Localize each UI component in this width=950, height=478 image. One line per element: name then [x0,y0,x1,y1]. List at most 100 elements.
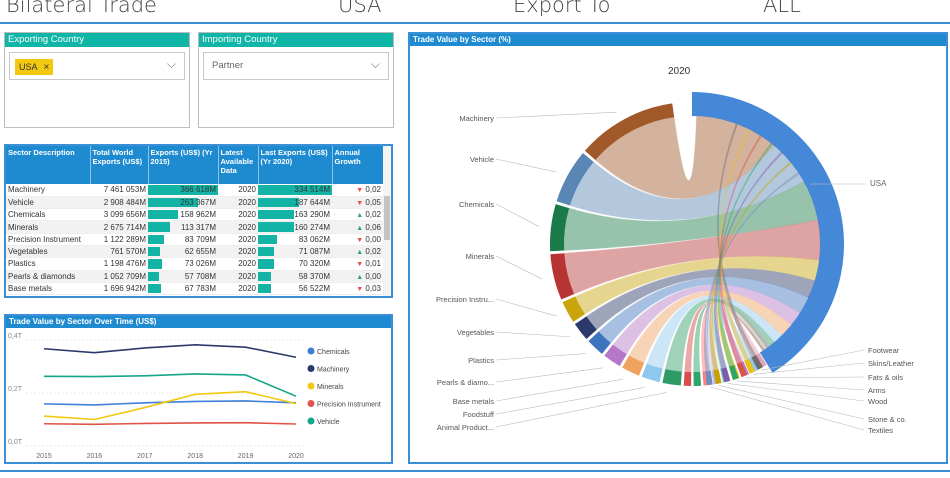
exports-2015-value: 366 618M [180,185,216,195]
chip-label: USA [19,62,38,72]
series-line-vehicle [43,373,297,397]
total-exports-cell: 1 696 942M [90,282,148,296]
sector-arc [550,204,570,252]
legend-label: Minerals [317,384,344,391]
column-header[interactable]: Sector Description [6,146,91,184]
sector-label-line [745,376,865,379]
last-exports-bar [258,222,294,232]
last-exports-value: 70 320M [298,259,330,269]
series-line-machinery [43,343,297,359]
latest-year-cell: 2020 [218,220,258,234]
sector-ribbon [574,255,820,315]
sector-ribbon [585,267,816,331]
report-title: Bilateral Trade [6,0,157,17]
sector-ribbon [664,298,775,373]
table-row[interactable]: Base metals 1 696 942M 67 783M 2020 56 522M ▼… [6,282,383,296]
sector-label-line [495,158,557,173]
arrow-down-icon: ▼ [356,261,364,269]
sector-ribbon [597,276,809,344]
sector-label-line [753,362,865,375]
sector-arc [662,369,682,386]
table-row[interactable]: Precision Instrument 1 122 289M 83 709M 202… [6,233,383,246]
sector-arc [751,354,763,370]
legend-marker [307,417,315,425]
table-row[interactable]: Vegetables 761 570M 62 655M 2020 71 087M ▲ 0,… [6,245,383,259]
last-exports-value: 334 514M [294,185,330,195]
growth-value: 0,05 [365,197,381,207]
sector-label: Textiles [868,426,893,435]
exports-2015-cell: 83 709M [148,233,218,246]
exports-2015-value: 113 317M [181,222,216,232]
minor-sector-ribbon [720,299,768,364]
exports-2015-bar [148,283,161,294]
sector-label-line [495,378,624,402]
chevron-down-icon[interactable]: ⌵ [166,57,176,71]
arrow-up-icon: ▲ [356,273,364,281]
exports-2015-bar [148,234,165,244]
latest-year-cell: 2020 [218,184,258,197]
exporting-country-dropdown[interactable]: USA × ⌵ [9,52,185,80]
selected-country-chip[interactable]: USA × [15,59,54,75]
sector-label: Vehicle [470,155,494,164]
column-header[interactable]: Annual Growth [332,146,384,184]
table-row[interactable]: Plastics 1 198 476M 73 026M 2020 70 320M ▼ 0,… [6,257,383,271]
column-header[interactable]: Last Exports (US$) (Yr 2020) [258,146,333,184]
last-exports-bar [258,246,274,257]
importing-country-dropdown[interactable]: Partner ⌵ [203,52,389,80]
sector-arc [721,367,731,383]
last-exports-value: 56 522M [298,284,330,294]
total-exports-cell: 2 908 484M [90,196,148,210]
total-exports-cell: 1 122 289M [90,233,148,246]
sector-label-line [495,298,557,317]
table-row[interactable]: Minerals 2 675 714M 113 317M 2020 160 274M ▲ … [6,220,383,234]
sector-arc [550,253,575,300]
sector-label-line [495,392,667,428]
exports-2015-bar [148,246,160,257]
latest-year-cell: 2020 [218,270,258,283]
sector-label: Minerals [466,252,495,261]
chord-chart: 2020 USA Machinery Vehicle Chemicals Minerals… [436,66,914,435]
sector-label: Animal Product... [437,423,494,432]
last-exports-cell: 163 290M [258,208,332,222]
sector-label: Precision Instru... [436,295,494,304]
table-row[interactable]: Chemicals 3 099 656M 158 962M 2020 163 290M ▲… [6,208,383,222]
total-exports-cell: 2 675 714M [90,220,148,234]
sector-cell: Precision Instrument [6,233,90,246]
exports-2015-cell: 73 026M [148,257,218,271]
remove-chip-icon[interactable]: × [43,62,50,73]
header-divider [0,22,950,24]
arrow-down-icon: ▼ [356,199,364,207]
exports-2015-cell: 366 618M [148,184,218,197]
minor-sector-arc [683,371,692,386]
growth-value: 0,02 [365,185,381,195]
last-exports-bar [258,197,300,208]
column-header[interactable]: Exports (US$) (Yr 2015) [148,146,219,184]
sector-ribbon [594,115,775,200]
chevron-down-icon[interactable]: ⌵ [370,57,380,71]
table-scrollbar[interactable] [383,146,391,296]
column-header[interactable]: Latest Available Data [218,146,259,184]
legend-label: Precision Instrument [317,402,381,409]
scroll-thumb[interactable] [384,196,390,240]
sector-label: Pearls & diamo... [437,378,494,387]
sector-label: Plastics [468,356,494,365]
exports-2015-bar [148,271,160,281]
annual-growth-cell: ▼ 0,02 [332,184,383,197]
chart-subtitle: 2020 [668,66,691,77]
sector-ribbon [563,180,819,252]
latest-year-cell: 2020 [218,245,258,259]
sector-arc [641,363,663,383]
sector-arc [556,153,594,206]
table-row[interactable]: Vehicle 2 908 484M 263 367M 2020 187 644M ▼ 0… [6,196,383,210]
minor-sector-ribbon [707,301,766,371]
last-exports-value: 163 290M [294,210,330,220]
table-row[interactable]: Machinery 7 461 053M 366 618M 2020 334 514M ▼… [6,184,383,197]
exports-2015-value: 57 708M [184,271,216,281]
column-header[interactable]: Total World Exports (US$) [90,146,149,184]
usa-label: USA [870,179,887,188]
sector-ribbon [646,295,783,370]
last-exports-cell: 334 514M [258,184,332,197]
y-tick-label: 0,4T [8,333,23,340]
table-row[interactable]: Pearls & diamonds 1 052 709M 57 708M 2020 58… [6,270,383,283]
total-exports-cell: 761 570M [90,245,148,259]
